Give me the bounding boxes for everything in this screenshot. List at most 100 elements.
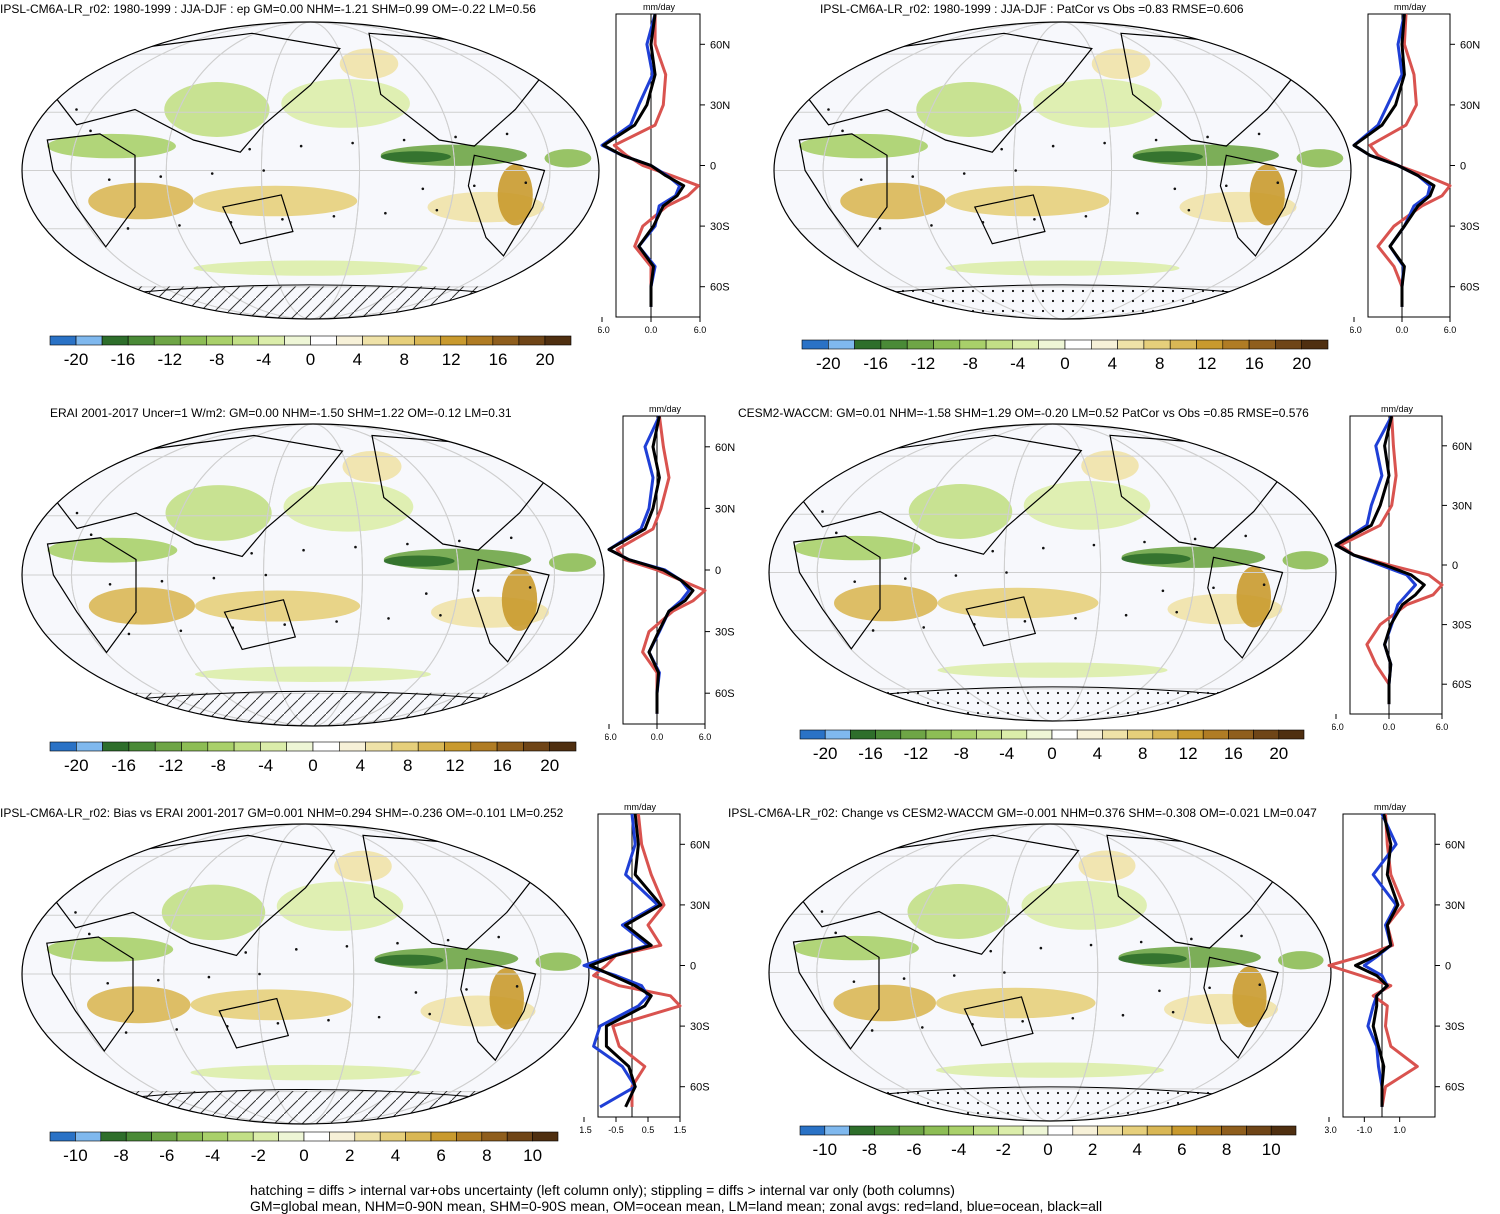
colorbar-tick-label: 8 xyxy=(403,756,412,775)
colorbar-tick-label: -20 xyxy=(813,744,838,763)
colorbar-tick-label: 2 xyxy=(1088,1140,1097,1159)
colorbar-tick-label: -20 xyxy=(64,350,89,369)
colorbar-tick-label: -4 xyxy=(999,744,1014,763)
colorbar-swatch xyxy=(414,335,442,346)
colorbar-swatch xyxy=(1248,339,1276,350)
colorbar-tick-label: -8 xyxy=(211,756,226,775)
y-tick-label: 0 xyxy=(1460,161,1466,173)
x-tick-label: 0.5 xyxy=(642,1125,655,1135)
y-tick-label: 60S xyxy=(1445,1082,1465,1094)
colorbar-swatch xyxy=(948,1125,974,1136)
colorbar: -10 -8 -6 -4 -2 0 2 4 6 8 10 xyxy=(799,1125,1297,1159)
colorbar-swatch xyxy=(470,741,498,752)
colorbar-swatch xyxy=(1097,1125,1123,1136)
zonal-frame xyxy=(597,813,681,1118)
zonal-frame xyxy=(615,13,701,318)
panel-title: ERAI 2001-2017 Uncer=1 W/m2: GM=0.00 NHM… xyxy=(50,406,512,420)
y-tick-label: 30N xyxy=(1460,100,1480,112)
colorbar-swatch xyxy=(1275,339,1302,350)
map-border xyxy=(21,21,600,320)
y-tick-label: 30N xyxy=(710,100,730,112)
y-tick-label: 30S xyxy=(1460,221,1480,233)
polar-significance-overlay xyxy=(875,286,1250,319)
colorbar-swatch xyxy=(532,1131,559,1142)
polar-significance-overlay xyxy=(123,286,498,319)
colorbar-swatch xyxy=(430,1131,457,1142)
zonal-unit-label: mm/day xyxy=(1381,404,1414,414)
colorbar-swatch xyxy=(1196,1125,1222,1136)
colorbar-swatch xyxy=(854,339,882,350)
colorbar-tick-label: -12 xyxy=(158,350,183,369)
coastlines xyxy=(792,834,1279,1059)
colorbar-swatch xyxy=(181,741,209,752)
colorbar: -20 -16 -12 -8 -4 0 4 8 12 16 20 xyxy=(49,335,572,369)
colorbar-tick-label: 12 xyxy=(1198,354,1217,373)
colorbar-swatch xyxy=(391,741,419,752)
y-tick-label: 60S xyxy=(715,688,735,700)
colorbar-swatch xyxy=(1064,339,1092,350)
colorbar-swatch xyxy=(976,729,1002,740)
colorbar-swatch xyxy=(824,1125,850,1136)
colorbar-swatch xyxy=(1012,339,1039,350)
colorbar-swatch xyxy=(75,741,103,752)
x-tick-label: 6.0 xyxy=(694,325,707,335)
colorbar-swatch xyxy=(1152,729,1179,740)
colorbar-swatch xyxy=(1246,1125,1272,1136)
colorbar-tick-label: 4 xyxy=(356,756,365,775)
colorbar: -10 -8 -6 -4 -2 0 2 4 6 8 10 xyxy=(49,1131,559,1165)
colorbar-swatch xyxy=(227,1131,254,1142)
colorbar-tick-label: 0 xyxy=(1060,354,1069,373)
colorbar-swatch xyxy=(799,1125,826,1136)
colorbar-swatch xyxy=(1127,729,1154,740)
panel-title: IPSL-CM6A-LR_r02: Change vs CESM2-WACCM … xyxy=(728,806,1317,820)
colorbar-swatch xyxy=(1001,729,1028,740)
colorbar-swatch xyxy=(153,335,181,346)
colorbar-tick-label: -12 xyxy=(911,354,936,373)
colorbar-swatch xyxy=(1228,729,1254,740)
zonal-series-line xyxy=(612,14,700,307)
y-tick-label: 60S xyxy=(1460,282,1480,294)
x-tick-label: -3.0 xyxy=(1325,1125,1337,1135)
zonal-series-line xyxy=(615,415,707,714)
colorbar-swatch xyxy=(456,1131,483,1142)
colorbar-tick-label: -8 xyxy=(963,354,978,373)
colorbar-swatch xyxy=(354,1131,381,1142)
y-tick-label: 30N xyxy=(1452,500,1472,512)
colorbar-tick-label: -8 xyxy=(114,1146,129,1165)
x-tick-label: 6.0 xyxy=(1436,722,1449,732)
colorbar-tick-label: 8 xyxy=(400,350,409,369)
colorbar-tick-label: 12 xyxy=(446,756,465,775)
colorbar-swatch xyxy=(1038,339,1066,350)
colorbar-swatch xyxy=(100,1131,127,1142)
world-map xyxy=(768,823,1332,1122)
colorbar-tick-label: 8 xyxy=(1155,354,1164,373)
colorbar-tick-label: 16 xyxy=(1224,744,1243,763)
zonal-series-line xyxy=(592,813,682,1107)
zonal-series-line xyxy=(1327,813,1419,1108)
zonal-unit-label: mm/day xyxy=(624,802,657,812)
colorbar-swatch xyxy=(799,729,826,740)
x-tick-label: -1.0 xyxy=(1357,1125,1373,1135)
world-map xyxy=(21,423,605,727)
zonal-series-line xyxy=(1334,415,1426,705)
colorbar-swatch xyxy=(1102,729,1128,740)
colorbar-tick-label: 10 xyxy=(523,1146,542,1165)
colorbar-swatch xyxy=(252,1131,279,1142)
panel-title: IPSL-CM6A-LR_r02: 1980-1999 : JJA-DJF : … xyxy=(820,2,1244,16)
zonal-series-line xyxy=(607,415,695,714)
x-tick-label: 6.0 xyxy=(1444,325,1457,335)
colorbar-tick-label: 20 xyxy=(540,756,559,775)
colorbar-swatch xyxy=(898,1125,925,1136)
colorbar-tick-label: -8 xyxy=(954,744,969,763)
colorbar-swatch xyxy=(1146,1125,1173,1136)
colorbar-swatch xyxy=(906,339,934,350)
y-tick-label: 30S xyxy=(715,627,735,639)
colorbar-swatch xyxy=(959,339,987,350)
colorbar-tick-label: -10 xyxy=(813,1140,838,1159)
footer: hatching = diffs > internal var+obs unce… xyxy=(250,1182,1250,1214)
polar-significance-overlay xyxy=(124,692,502,726)
colorbar-swatch xyxy=(1143,339,1171,350)
colorbar-swatch xyxy=(154,741,182,752)
colorbar-swatch xyxy=(286,741,314,752)
colorbar-swatch xyxy=(444,741,472,752)
